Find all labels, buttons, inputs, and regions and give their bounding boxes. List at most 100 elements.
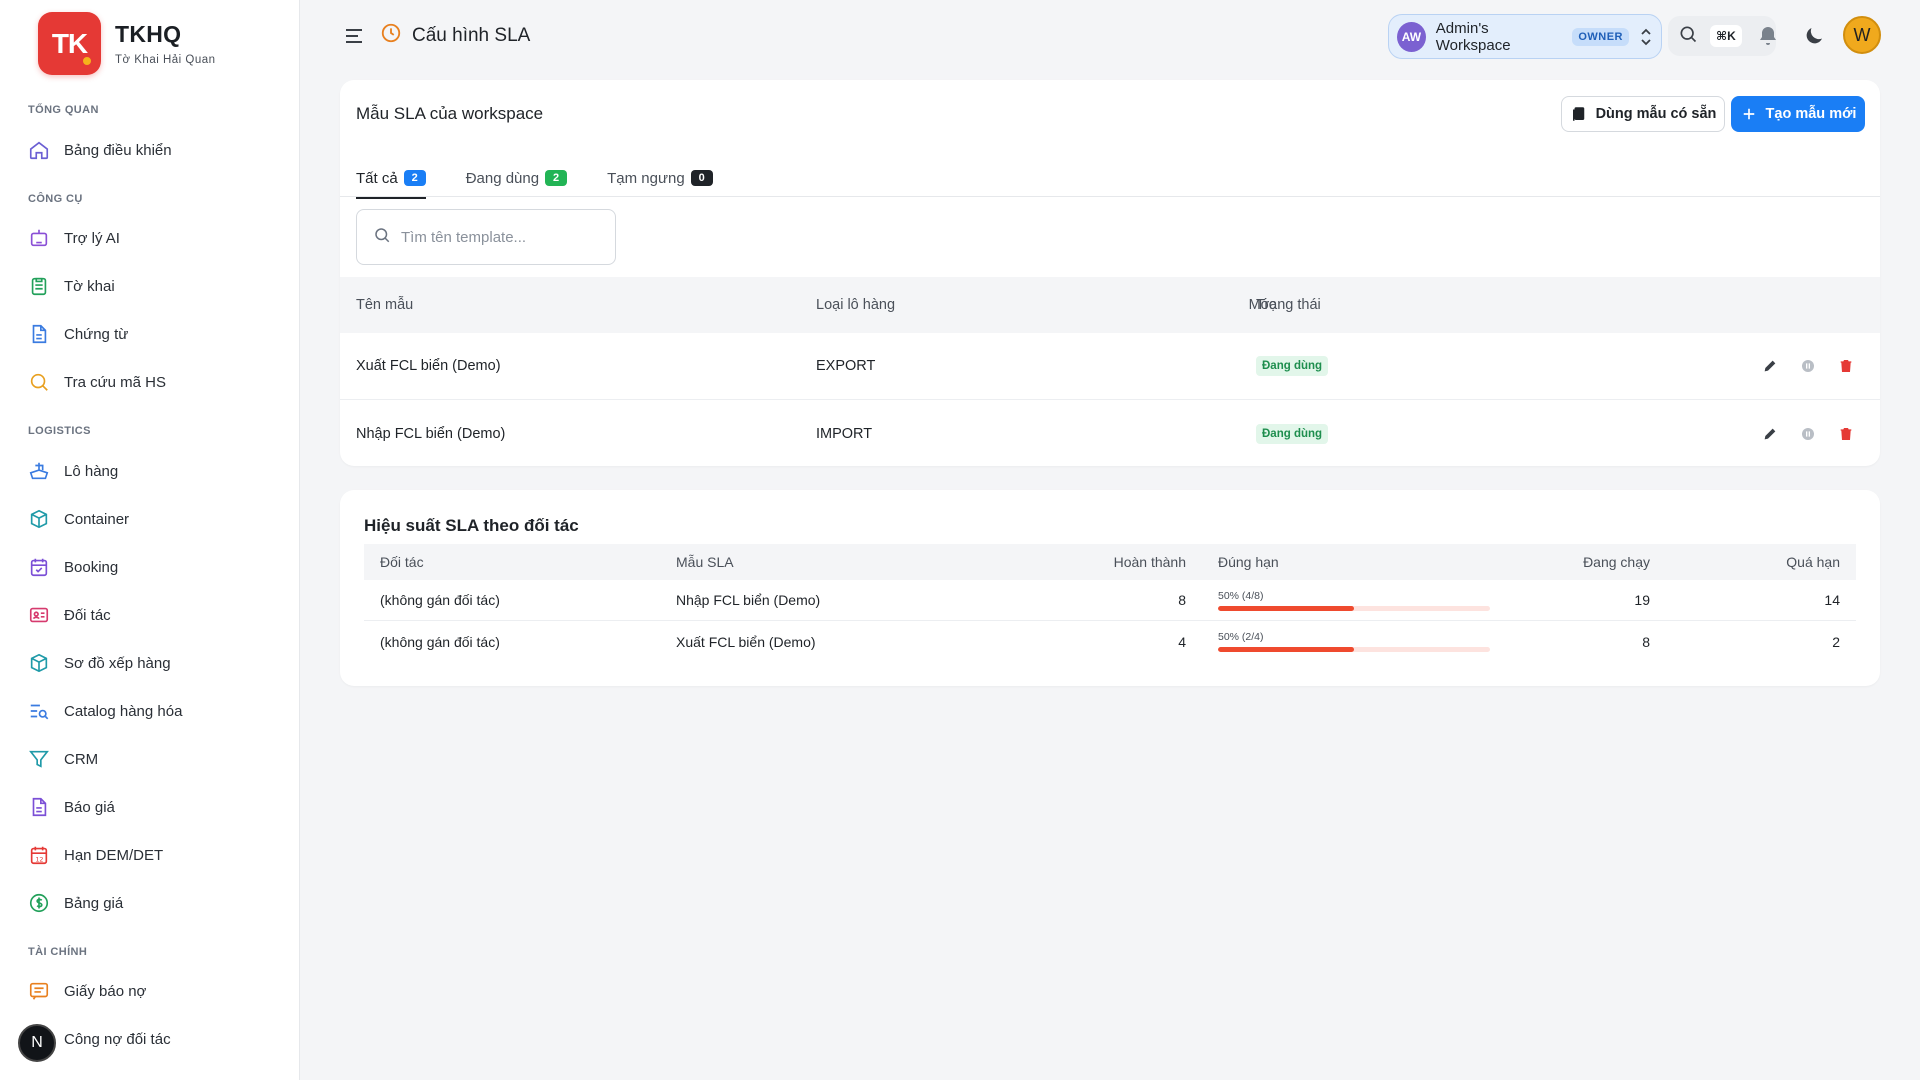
workspace-switcher[interactable]: AW Admin's Workspace OWNER [1388, 14, 1662, 59]
sidebar-item-label: Giấy báo nợ [64, 982, 147, 1000]
floating-n-button[interactable]: N [18, 1024, 56, 1062]
on-time-label: 50% (2/4) [1218, 631, 1264, 643]
section-label-tools: CÔNG CỤ [28, 193, 83, 205]
dollar-icon [28, 892, 50, 914]
pause-icon[interactable] [1798, 356, 1818, 376]
create-template-button[interactable]: Tạo mẫu mới [1731, 96, 1865, 132]
search-icon [1678, 24, 1698, 49]
bell-icon[interactable] [1756, 24, 1780, 48]
sidebar-item-label: Lô hàng [64, 462, 119, 480]
edit-icon[interactable] [1760, 356, 1780, 376]
shipment-type: IMPORT [816, 425, 873, 442]
file-icon [28, 323, 50, 345]
sidebar-item-ai-assistant[interactable]: Trợ lý AI [28, 221, 120, 255]
sidebar-item-label: Công nợ đối tác [64, 1030, 171, 1048]
col-header-template: Mẫu SLA [676, 554, 734, 570]
sidebar-item-booking[interactable]: Booking [28, 550, 118, 584]
col-header-completed: Hoàn thành [1113, 554, 1186, 570]
brand[interactable]: TK TKHQ Tờ Khai Hải Quan [38, 12, 216, 75]
moon-icon[interactable] [1802, 24, 1826, 48]
card-title: Mẫu SLA của workspace [356, 104, 544, 123]
sidebar-item-partner-debts[interactable]: Công nợ đối tác [64, 1022, 171, 1056]
tab-label: Tất cả [356, 169, 398, 187]
col-header-type: Loại lô hàng [816, 297, 896, 313]
sla-template-name: Nhập FCL biển (Demo) [676, 592, 821, 608]
section-label-overview: TỔNG QUAN [28, 104, 99, 116]
status-cell: Đang dùng [1256, 400, 1329, 467]
search-icon [373, 226, 391, 249]
performance-table-header: Đối tác Mẫu SLA Hoàn thành Đúng hạn Đang… [364, 544, 1856, 580]
ship-icon [28, 460, 50, 482]
status-tabs: Tất cả 2 Đang dùng 2 Tạm ngưng 0 [356, 158, 753, 199]
status-badge: Đang dùng [1256, 423, 1329, 444]
workspace-name: Admin's Workspace [1435, 19, 1511, 54]
sidebar-item-label: Catalog hàng hóa [64, 702, 183, 720]
card-title: Hiệu suất SLA theo đối tác [364, 516, 579, 535]
clock-icon [380, 22, 402, 49]
template-search-field[interactable] [356, 209, 616, 265]
partner-name: (không gán đối tác) [380, 592, 500, 608]
on-time-progress [1218, 647, 1490, 652]
on-time-progress-fill [1218, 605, 1354, 611]
bot-icon [28, 227, 50, 249]
sidebar-item-crm[interactable]: CRM [28, 742, 98, 776]
sidebar-item-hs-lookup[interactable]: Tra cứu mã HS [28, 365, 166, 399]
tab-label: Đang dùng [465, 169, 540, 187]
search-icon [28, 371, 50, 393]
sidebar-item-label: Container [64, 510, 130, 528]
shipment-type: EXPORT [816, 358, 876, 374]
template-name: Xuất FCL biển (Demo) [356, 358, 501, 374]
template-search-input[interactable] [401, 228, 600, 246]
sidebar-item-quotes[interactable]: Báo giá [28, 790, 115, 824]
floating-n-label: N [31, 1034, 43, 1051]
sidebar-item-shipments[interactable]: Lô hàng [28, 454, 118, 488]
sidebar-item-documents[interactable]: Chứng từ [28, 317, 128, 351]
sidebar-item-label: Bảng giá [64, 894, 124, 912]
list-search-icon [28, 700, 50, 722]
logo-dot [81, 55, 93, 67]
col-header-overdue: Quá hạn [1786, 554, 1840, 570]
col-header-on-time: Đúng hạn [1218, 554, 1279, 570]
sidebar-item-declarations[interactable]: Tờ khai [28, 269, 115, 303]
menu-toggle-icon[interactable] [342, 24, 366, 48]
on-time-cell: 50% (2/4) [1218, 621, 1490, 662]
table-row[interactable]: (không gán đối tác) Nhập FCL biển (Demo)… [364, 580, 1856, 621]
sidebar-item-label: Đối tác [64, 606, 111, 624]
sla-performance-card: Hiệu suất SLA theo đối tác Đối tác Mẫu S… [340, 490, 1880, 686]
sidebar-item-label: Sơ đồ xếp hàng [64, 654, 171, 672]
clipboard-icon [28, 275, 50, 297]
sidebar-item-price-list[interactable]: Bảng giá [28, 886, 123, 920]
tab-paused[interactable]: Tạm ngưng 0 [607, 158, 713, 198]
col-header-milestones: Móc [1248, 297, 1276, 313]
sidebar-item-load-plan[interactable]: Sơ đồ xếp hàng [28, 646, 171, 680]
table-row[interactable]: Nhập FCL biển (Demo) IMPORT 4 Đang dùng [340, 400, 1880, 467]
workspace-role-badge: OWNER [1572, 27, 1629, 46]
sidebar-item-dashboard[interactable]: Bảng điều khiển [28, 133, 172, 167]
sidebar-item-label: Trợ lý AI [64, 229, 120, 247]
edit-icon[interactable] [1760, 424, 1780, 444]
delete-icon[interactable] [1836, 424, 1856, 444]
funnel-icon [28, 748, 50, 770]
tab-active[interactable]: Đang dùng 2 [465, 158, 568, 198]
overdue-count: 2 [1832, 633, 1840, 650]
use-template-button[interactable]: Dùng mẫu có sẵn [1561, 96, 1725, 132]
global-search-button[interactable]: ⌘K [1668, 16, 1776, 56]
brand-title: TKHQ [115, 21, 182, 47]
row-actions [1760, 333, 1856, 399]
on-time-progress [1218, 605, 1490, 611]
workspace-avatar: AW [1397, 21, 1426, 52]
table-row[interactable]: Xuất FCL biển (Demo) EXPORT 3 Đang dùng [340, 333, 1880, 400]
brand-text: TKHQ Tờ Khai Hải Quan [115, 21, 216, 66]
delete-icon[interactable] [1836, 356, 1856, 376]
tab-all[interactable]: Tất cả 2 [356, 158, 426, 199]
table-row[interactable]: (không gán đối tác) Xuất FCL biển (Demo)… [364, 621, 1856, 662]
pause-icon[interactable] [1798, 424, 1818, 444]
user-avatar[interactable]: W [1843, 16, 1881, 54]
sidebar-item-dem-det[interactable]: 12 Hạn DEM/DET [28, 838, 163, 872]
sidebar-item-catalog[interactable]: Catalog hàng hóa [28, 694, 182, 728]
brand-logo: TK [38, 12, 101, 75]
sidebar-item-debit-notes[interactable]: Giấy báo nợ [28, 974, 146, 1008]
sidebar-item-container[interactable]: Container [28, 502, 129, 536]
home-icon [28, 139, 50, 161]
sidebar-item-partners[interactable]: Đối tác [28, 598, 111, 632]
